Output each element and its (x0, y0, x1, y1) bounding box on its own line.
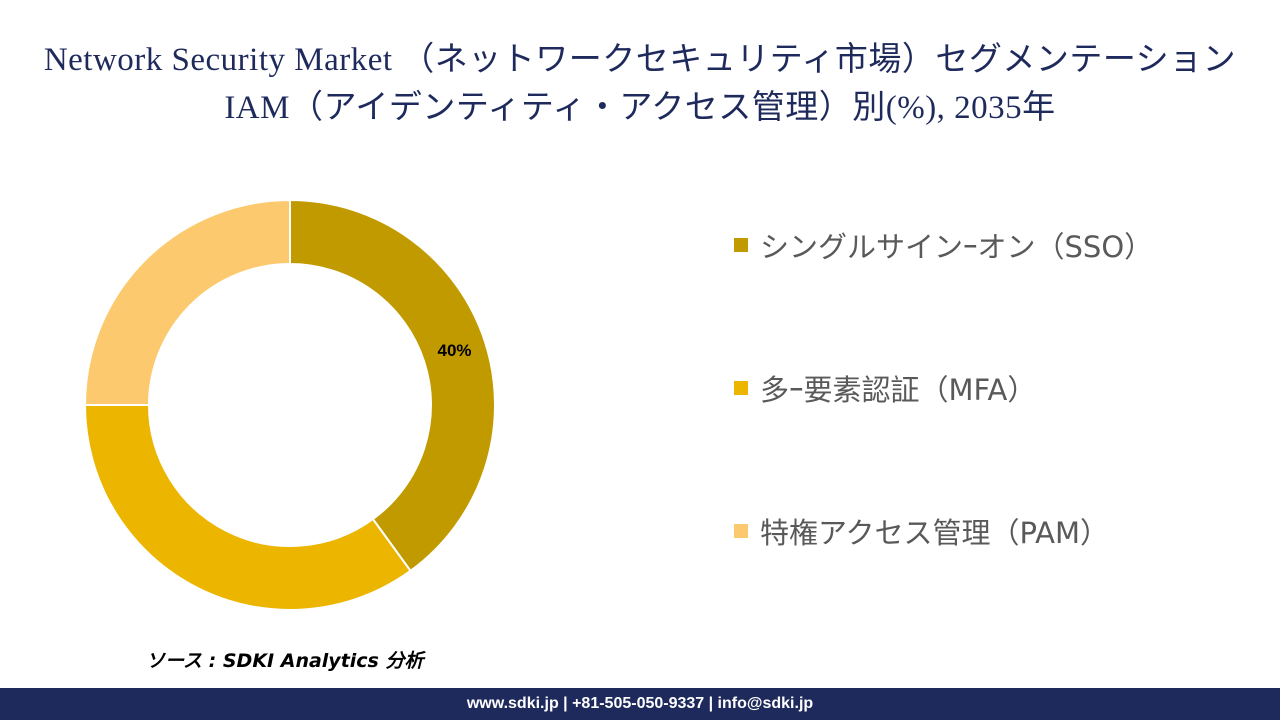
chart-title: Network Security Market （ネットワークセキュリティ市場）… (43, 42, 1237, 126)
donut-slice-2 (83, 404, 412, 611)
legend-label: シングルサインｰオン（SSO） (760, 230, 1154, 264)
legend-swatch (734, 524, 748, 538)
donut-chart: 40% (83, 198, 496, 611)
donut-slice-1 (289, 198, 496, 573)
legend-item-2: 多ｰ要素認証（MFA） (734, 361, 1036, 415)
legend-label: 特権アクセス管理（PAM） (760, 516, 1110, 550)
legend-label: 多ｰ要素認証（MFA） (760, 373, 1037, 407)
legend-item-3: 特権アクセス管理（PAM） (734, 504, 1109, 558)
source-note: ソース : SDKI Analytics 分析 (146, 650, 424, 672)
legend-item-1: シングルサインｰオン（SSO） (734, 218, 1153, 272)
footer-contact-bar: www.sdki.jp | +81-505-050-9337 | info@sd… (0, 688, 1280, 720)
data-label-1: 40% (438, 341, 472, 360)
legend-swatch (734, 238, 748, 252)
donut-slice-3 (83, 198, 291, 406)
legend-swatch (734, 381, 748, 395)
